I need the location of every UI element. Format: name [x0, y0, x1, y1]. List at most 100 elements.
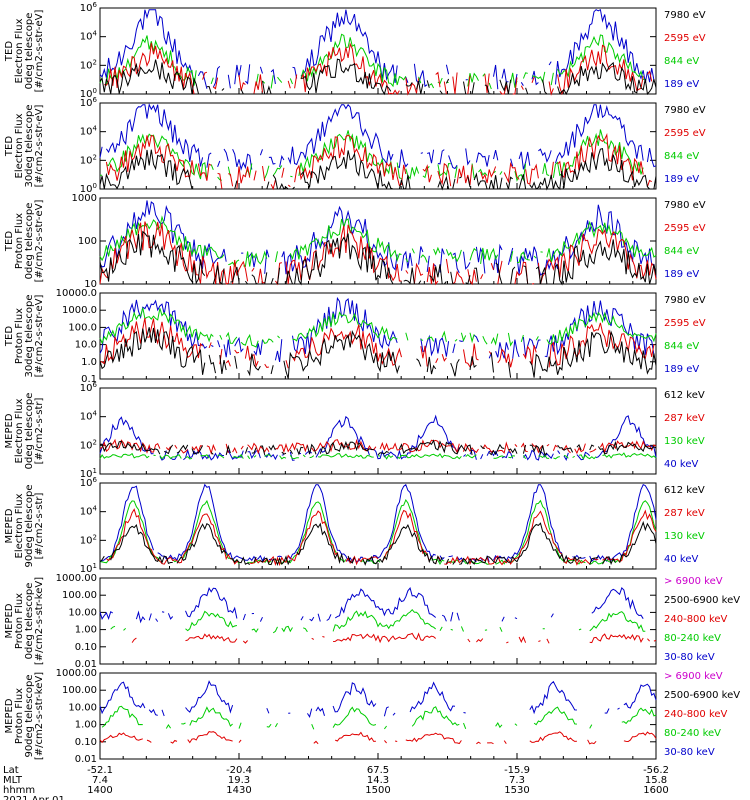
series-line-189-ev [99, 103, 657, 171]
panel-7: 1000.00 100.00 10.00 1.00 0.10 0.01 MEPEDProto… [4, 573, 740, 670]
y-tick-label: 1.00 [75, 720, 97, 731]
y-tick-label: 0.1 [81, 374, 97, 385]
panel-frame [99, 102, 657, 190]
footer-row-label: MLT [3, 775, 23, 786]
footer-date: 2021 Apr 01 [3, 795, 65, 800]
y-tick-label: 102 [80, 153, 97, 166]
series-line-240-800-kev [99, 731, 657, 745]
footer-row-label: hhmm [3, 785, 35, 796]
legend-entry: 80-240 keV [664, 633, 721, 644]
y-axis-label: TEDProton Flux0deg telescope[#/cm2-s-str… [4, 200, 45, 283]
y-tick-label: 0.10 [75, 737, 97, 748]
series-line-612-kev [99, 439, 657, 456]
legend-entry: 2500-6900 keV [664, 595, 740, 606]
y-axis-label: TEDProton Flux30deg telescope[#/cm2-s-st… [4, 294, 45, 377]
legend-entry: 40 keV [664, 554, 698, 565]
y-tick-label: 10.00 [68, 607, 97, 618]
legend-entry: 189 eV [664, 174, 699, 185]
series-line-240-800-kev [131, 632, 657, 644]
y-tick-label: 102 [80, 438, 97, 451]
series-line-80-240-kev [101, 705, 657, 730]
legend-entry: 2595 eV [664, 128, 706, 139]
y-tick-label: 104 [80, 505, 98, 518]
footer-tick-value: 7.4 [92, 775, 108, 786]
footer-tick-value: 19.3 [228, 775, 250, 786]
legend-entry: > 6900 keV [664, 576, 723, 587]
legend-entry: 7980 eV [664, 105, 706, 116]
y-tick-label: 100 [78, 236, 97, 247]
series-line-7980-ev [99, 327, 657, 379]
legend-entry: 844 eV [664, 56, 699, 67]
footer-tick-value: 15.8 [645, 775, 667, 786]
footer-tick-value: -56.2 [643, 765, 669, 776]
series-line-287-kev [106, 508, 657, 567]
y-tick-label: 0.01 [75, 754, 97, 765]
y-axis-label: MEPEDProton Flux0deg telescope[#/cm2-s-s… [4, 577, 45, 665]
panel-frame [99, 7, 657, 95]
footer-tick-value: 1600 [643, 785, 668, 796]
y-tick-label: 1.0 [81, 357, 97, 368]
footer-tick-value: -15.9 [504, 765, 530, 776]
footer-tick-value: 1500 [365, 785, 390, 796]
legend-entry: 2595 eV [664, 223, 706, 234]
y-tick-label: 106 [80, 476, 98, 489]
series-line-7980-ev [99, 230, 657, 286]
legend-entry: 40 keV [664, 459, 698, 470]
series-line-130-kev [99, 452, 657, 460]
legend-entry: 7980 eV [664, 200, 706, 211]
series-line-612-kev [99, 520, 657, 566]
y-tick-label: 102 [80, 533, 97, 546]
y-axis-label: MEPEDElectron Flux0deg telescope[#/cm2-s… [4, 393, 45, 470]
y-tick-label: 102 [80, 58, 97, 71]
legend-entry: 240-800 keV [664, 709, 728, 720]
series-line-844-ev [99, 215, 657, 268]
y-tick-label: 1.00 [75, 625, 97, 636]
legend-entry: 80-240 keV [664, 728, 721, 739]
series-line-844-ev [99, 307, 657, 348]
legend-entry: 2500-6900 keV [664, 690, 740, 701]
footer-tick-value: 14.3 [367, 775, 389, 786]
y-tick-label: 10 [84, 279, 97, 290]
y-tick-label: 1000.00 [56, 668, 97, 679]
panel-frame [99, 387, 657, 475]
y-tick-label: 100.00 [62, 685, 97, 696]
series-line-7980-ev [99, 147, 657, 191]
footer-tick-value: -52.1 [87, 765, 113, 776]
panels-layer: 100 102 104 106 TEDElectron Flux0deg telesco… [4, 1, 740, 765]
panel-frame [99, 577, 657, 665]
legend-entry: 2595 eV [664, 33, 706, 44]
legend-entry: 287 keV [664, 413, 705, 424]
y-axis-label: MEPEDElectron Flux90deg telescope[#/cm2-… [4, 484, 45, 567]
y-axis-label: TEDElectron Flux0deg telescope[#/cm2-s-s… [4, 10, 45, 93]
legend-entry: 30-80 keV [664, 652, 715, 663]
series-line-30-80-kev [100, 588, 650, 622]
y-tick-label: 106 [80, 96, 98, 109]
y-tick-label: 100.0 [68, 322, 97, 333]
panel-4: 10000.0 1000.0 100.0 10.0 1.0 0.1 TEDProton Fl… [4, 288, 706, 385]
series-line-40-kev [99, 483, 657, 563]
legend-entry: 844 eV [664, 151, 699, 162]
legend-entry: 189 eV [664, 79, 699, 90]
y-tick-label: 106 [80, 381, 98, 394]
y-tick-label: 104 [80, 125, 98, 138]
y-tick-label: 0.01 [75, 659, 97, 670]
footer-tick-value: 7.3 [509, 775, 525, 786]
legend-entry: 844 eV [664, 341, 699, 352]
legend-entry: 844 eV [664, 246, 699, 257]
legend-entry: 189 eV [664, 364, 699, 375]
legend-entry: > 6900 keV [664, 671, 723, 682]
legend-entry: 7980 eV [664, 295, 706, 306]
y-tick-label: 1000 [72, 193, 97, 204]
legend-entry: 189 eV [664, 269, 699, 280]
y-axis-label: TEDElectron Flux30deg telescope[#/cm2-s-… [4, 104, 45, 187]
legend-entry: 240-800 keV [664, 614, 728, 625]
footer-tick-value: -20.4 [226, 765, 252, 776]
y-axis-label: MEPEDProton Flux90deg telescope[#/cm2-s-… [4, 672, 45, 760]
y-tick-label: 1000.0 [62, 305, 97, 316]
legend-entry: 2595 eV [664, 318, 706, 329]
panel-frame [99, 672, 657, 760]
